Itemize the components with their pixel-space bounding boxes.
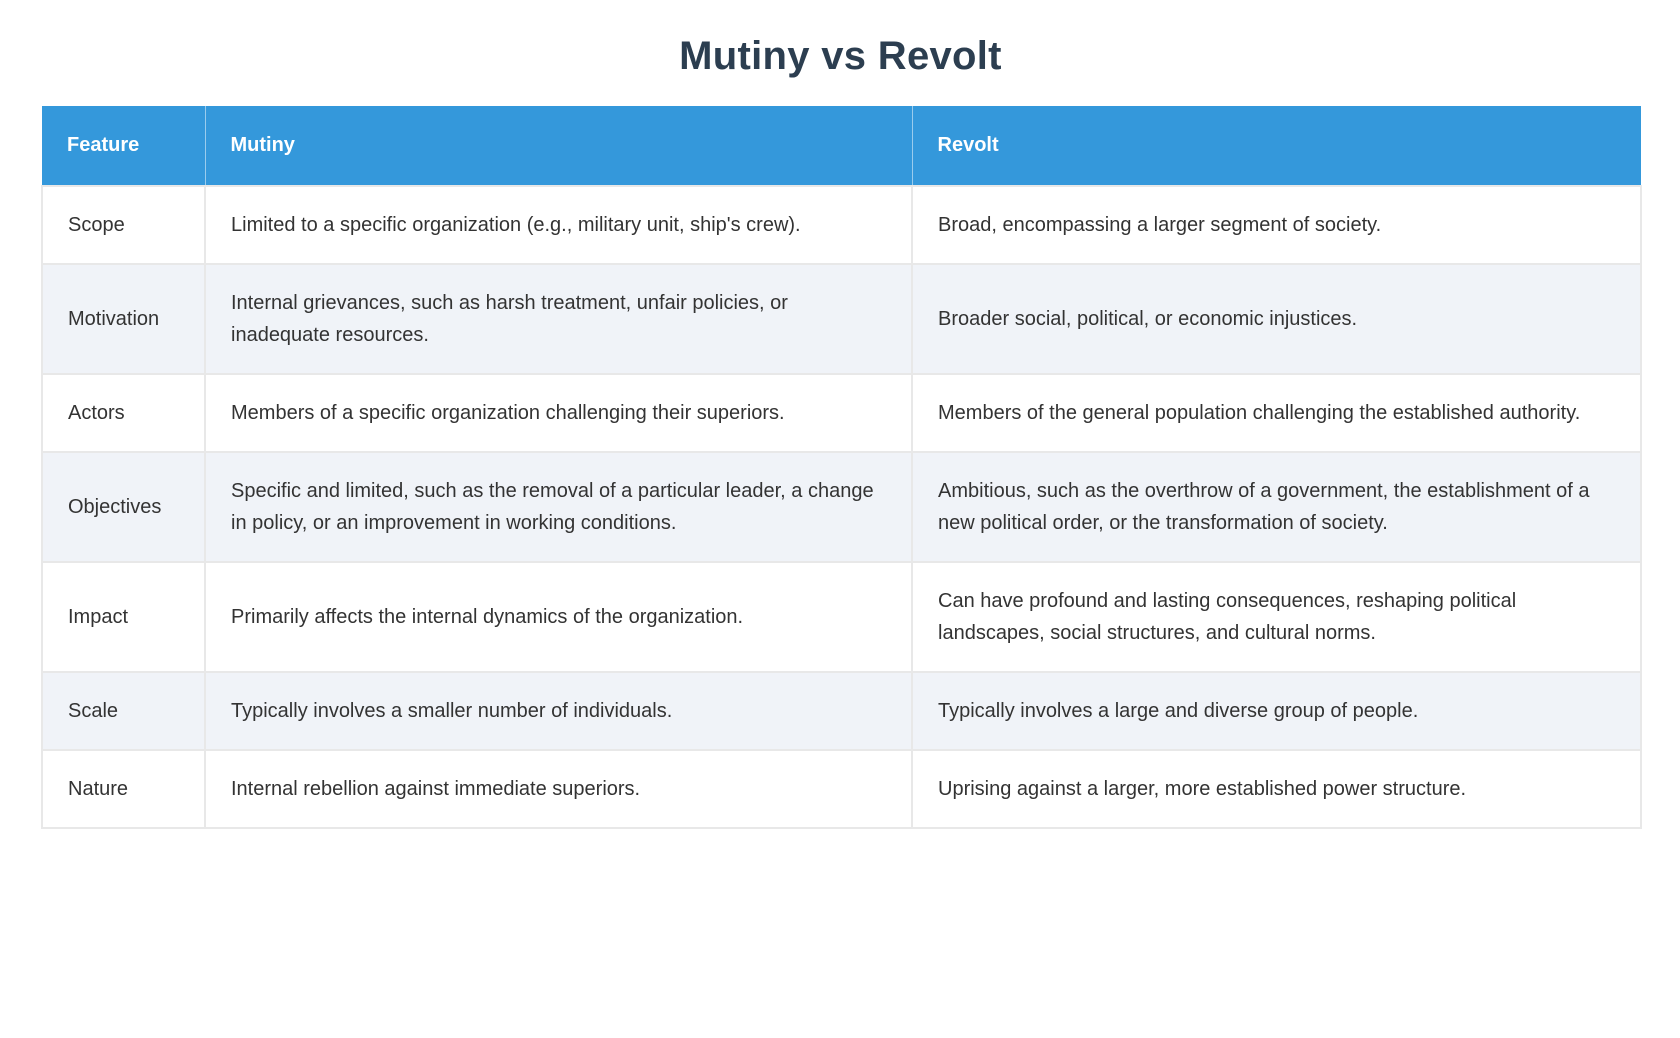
mutiny-cell: Internal rebellion against immediate sup…	[204, 749, 913, 829]
column-header-feature: Feature	[42, 106, 205, 186]
revolt-cell: Broader social, political, or economic i…	[911, 263, 1642, 375]
revolt-cell: Typically involves a large and diverse g…	[911, 671, 1642, 751]
revolt-cell: Members of the general population challe…	[911, 373, 1642, 453]
table-row: Scale Typically involves a smaller numbe…	[41, 671, 1642, 751]
table-row: Nature Internal rebellion against immedi…	[41, 749, 1642, 829]
table-row: Motivation Internal grievances, such as …	[41, 263, 1642, 375]
feature-cell: Scale	[41, 671, 206, 751]
column-header-mutiny: Mutiny	[204, 106, 912, 186]
feature-cell: Objectives	[41, 451, 206, 563]
header-row: Feature Mutiny Revolt	[42, 106, 1641, 186]
table-row: Objectives Specific and limited, such as…	[41, 451, 1642, 563]
mutiny-cell: Members of a specific organization chall…	[204, 373, 913, 453]
mutiny-cell: Typically involves a smaller number of i…	[204, 671, 913, 751]
table-row: Actors Members of a specific organizatio…	[41, 373, 1642, 453]
feature-cell: Motivation	[41, 263, 206, 375]
page: Mutiny vs Revolt Feature Mutiny Revolt S…	[41, 34, 1642, 829]
revolt-cell: Uprising against a larger, more establis…	[911, 749, 1642, 829]
revolt-cell: Broad, encompassing a larger segment of …	[911, 185, 1642, 265]
comparison-table: Feature Mutiny Revolt Scope Limited to a…	[41, 106, 1642, 829]
mutiny-cell: Primarily affects the internal dynamics …	[204, 561, 913, 673]
feature-cell: Actors	[41, 373, 206, 453]
feature-cell: Scope	[41, 185, 206, 265]
table-row: Impact Primarily affects the internal dy…	[41, 561, 1642, 673]
revolt-cell: Can have profound and lasting consequenc…	[911, 561, 1642, 673]
feature-cell: Nature	[41, 749, 206, 829]
column-header-revolt: Revolt	[911, 106, 1641, 186]
mutiny-cell: Internal grievances, such as harsh treat…	[204, 263, 913, 375]
table-row: Scope Limited to a specific organization…	[41, 185, 1642, 265]
page-title: Mutiny vs Revolt	[679, 34, 1002, 78]
mutiny-cell: Specific and limited, such as the remova…	[204, 451, 913, 563]
feature-cell: Impact	[41, 561, 206, 673]
mutiny-cell: Limited to a specific organization (e.g.…	[204, 185, 913, 265]
revolt-cell: Ambitious, such as the overthrow of a go…	[911, 451, 1642, 563]
